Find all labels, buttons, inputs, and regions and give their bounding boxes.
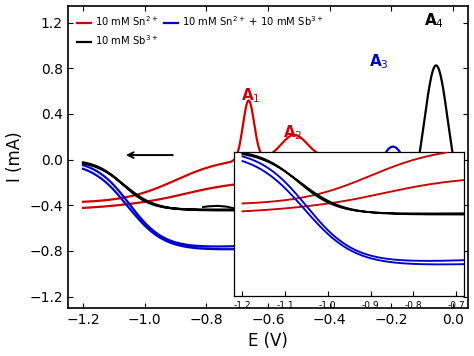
X-axis label: E (V): E (V) [248,333,288,350]
Text: A$_4$: A$_4$ [425,11,445,30]
Text: A$_3$: A$_3$ [369,52,389,71]
Y-axis label: I (mA): I (mA) [6,131,24,182]
Legend: 10 mM Sn$^{2+}$, 10 mM Sb$^{3+}$, 10 mM Sn$^{2+}$ + 10 mM Sb$^{3+}$: 10 mM Sn$^{2+}$, 10 mM Sb$^{3+}$, 10 mM … [73,11,328,51]
Text: A$_2$: A$_2$ [283,123,302,142]
Text: A$_1$: A$_1$ [241,87,261,105]
